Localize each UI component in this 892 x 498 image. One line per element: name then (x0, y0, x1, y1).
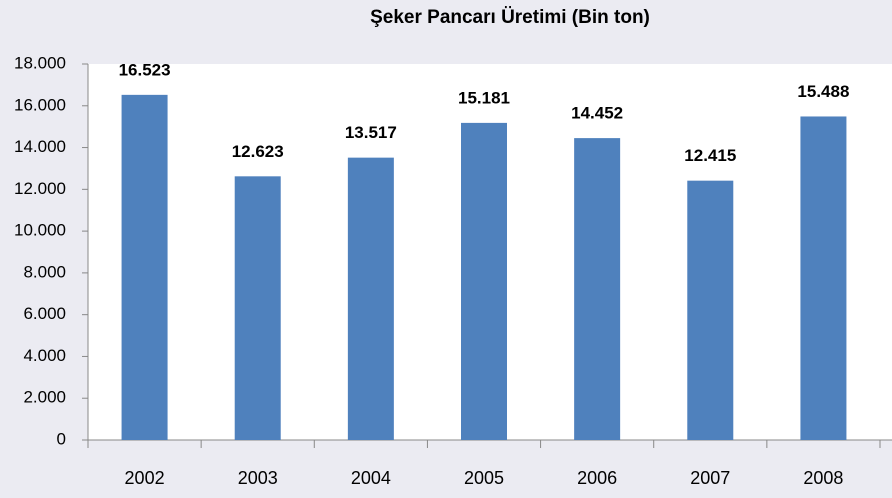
y-tick-label: 8.000 (23, 262, 66, 281)
y-tick-label: 2.000 (23, 388, 66, 407)
bar (574, 138, 621, 441)
y-tick-label: 12.000 (14, 179, 66, 198)
value-label: 13.517 (345, 123, 397, 142)
x-tick-label: 2007 (690, 468, 730, 488)
bar (800, 116, 847, 440)
x-tick-label: 2002 (125, 468, 165, 488)
y-tick-label: 10.000 (14, 221, 66, 240)
y-tick-label: 6.000 (23, 304, 66, 323)
x-tick-label: 2005 (464, 468, 504, 488)
x-tick-label: 2004 (351, 468, 391, 488)
x-tick-label: 2003 (238, 468, 278, 488)
y-tick-label: 14.000 (14, 137, 66, 156)
y-tick-label: 18.000 (14, 53, 66, 72)
y-tick-label: 0 (57, 429, 66, 448)
value-label: 15.488 (797, 82, 849, 101)
value-label: 15.181 (458, 88, 510, 107)
value-label: 12.415 (684, 146, 736, 165)
x-tick-label: 2008 (803, 468, 843, 488)
value-label: 14.452 (571, 104, 623, 123)
y-tick-label: 16.000 (14, 95, 66, 114)
bar (461, 122, 507, 441)
bar (687, 180, 734, 441)
chart-title: Şeker Pancarı Üretimi (Bin ton) (370, 7, 650, 28)
bar (347, 157, 394, 440)
bar (121, 94, 168, 440)
bar (234, 176, 281, 440)
value-label: 12.623 (232, 142, 284, 161)
y-tick-label: 4.000 (23, 346, 66, 365)
x-tick-label: 2006 (577, 468, 617, 488)
value-label: 16.523 (119, 60, 171, 79)
